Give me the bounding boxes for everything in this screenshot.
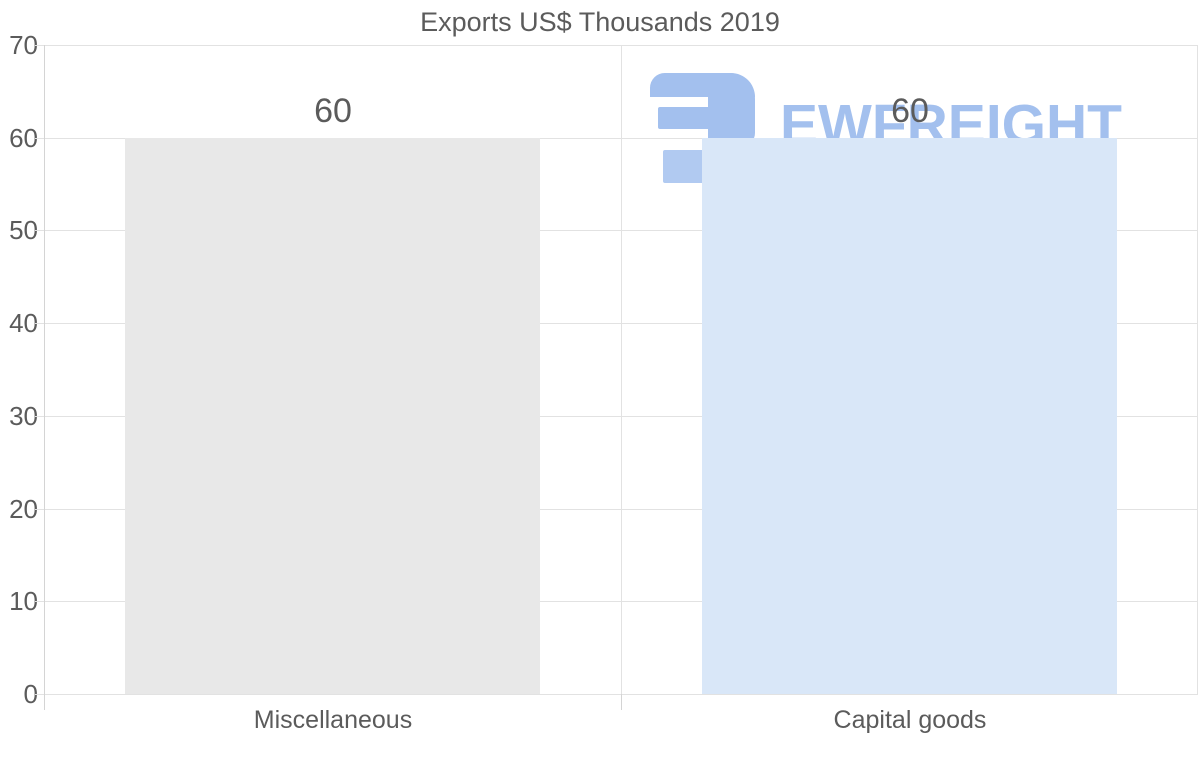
y-tick-label-60: 60 bbox=[9, 123, 38, 153]
bar-value-label-miscellaneous: 60 bbox=[314, 92, 352, 130]
grid-layer bbox=[35, 45, 1198, 695]
x-category-label-capital-goods: Capital goods bbox=[833, 706, 987, 734]
x-axis-divider-tick bbox=[621, 694, 622, 710]
gridline-y-50 bbox=[35, 230, 1198, 231]
logo-right-column bbox=[708, 73, 755, 147]
y-tick-label-0: 0 bbox=[23, 679, 38, 709]
y-tick-label-20: 20 bbox=[9, 494, 38, 524]
gridline-y-10 bbox=[35, 601, 1198, 602]
gridline-x-divider bbox=[621, 45, 622, 694]
bar-capital-goods[interactable] bbox=[702, 138, 1117, 694]
gridline-y-40 bbox=[35, 323, 1198, 324]
y-tick-label-40: 40 bbox=[9, 308, 38, 338]
x-category-label-miscellaneous: Miscellaneous bbox=[253, 706, 413, 734]
y-tick-label-10: 10 bbox=[9, 586, 38, 616]
y-axis-line bbox=[44, 45, 45, 710]
gridline-y-20 bbox=[35, 509, 1198, 510]
plot-area: EWFREIGHT 60 60 bbox=[35, 45, 1198, 710]
y-tick-label-30: 30 bbox=[9, 401, 38, 431]
bars-layer: 60 60 bbox=[44, 45, 1198, 694]
gridline-y-30 bbox=[35, 416, 1198, 417]
y-tick-label-70: 70 bbox=[9, 30, 38, 60]
bar-value-label-capital-goods: 60 bbox=[891, 92, 929, 130]
gridline-y-70 bbox=[35, 45, 1198, 46]
gridline-y-0 bbox=[35, 694, 1198, 695]
gridline-y-60 bbox=[35, 138, 1198, 139]
logo-middle-bar bbox=[658, 107, 714, 129]
gridline-x-right-edge bbox=[1197, 45, 1198, 694]
chart-title: Exports US$ Thousands 2019 bbox=[420, 7, 780, 37]
y-tick-label-50: 50 bbox=[9, 215, 38, 245]
logo-bottom-square bbox=[663, 150, 707, 183]
bar-miscellaneous[interactable] bbox=[125, 138, 540, 694]
